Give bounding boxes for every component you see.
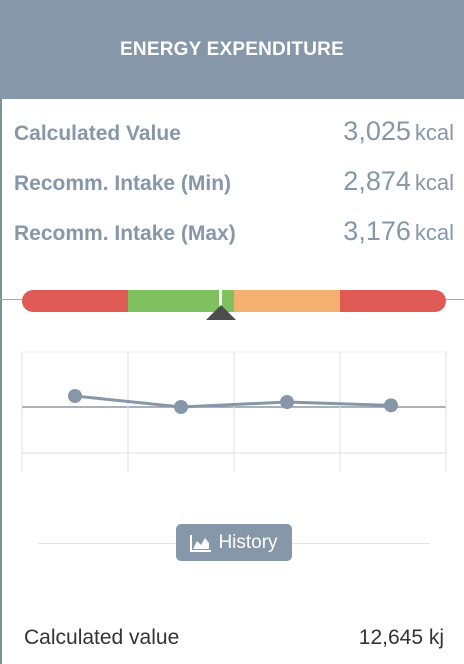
history-button[interactable]: History xyxy=(176,524,292,561)
metric-unit: kcal xyxy=(414,170,454,195)
metric-number: 2,874 xyxy=(343,166,411,196)
range-divider-left xyxy=(0,299,22,300)
chart-series-line xyxy=(74,394,392,409)
header-title: ENERGY EXPENDITURE xyxy=(120,38,344,60)
range-marker-arrow-icon xyxy=(206,305,236,320)
metric-row-min: Recomm. Intake (Min) 2,874 kcal xyxy=(14,166,454,202)
chart-data-point xyxy=(280,395,294,410)
metric-label: Calculated Value xyxy=(14,122,181,145)
metric-unit: kcal xyxy=(414,120,454,145)
range-segment-excess xyxy=(340,290,446,312)
footer-label: Calculated value xyxy=(24,626,180,649)
area-chart-icon xyxy=(190,534,212,552)
footer-value: 12,645 kj xyxy=(358,626,444,649)
metric-number: 3,025 xyxy=(343,116,411,146)
metric-value: 3,025 kcal xyxy=(343,116,454,147)
range-segment-high xyxy=(234,290,340,312)
metric-label: Recomm. Intake (Min) xyxy=(14,172,232,195)
metric-value: 2,874 kcal xyxy=(343,166,454,197)
metric-unit: kcal xyxy=(414,220,454,245)
range-segment-low xyxy=(22,290,128,312)
metric-number: 3,176 xyxy=(343,216,411,246)
left-border xyxy=(0,0,2,664)
trend-chart xyxy=(21,351,447,472)
metric-row-calculated: Calculated Value 3,025 kcal xyxy=(14,116,454,152)
chart-data-point xyxy=(174,400,188,414)
history-label: History xyxy=(218,531,278,553)
range-marker-line xyxy=(219,289,222,307)
range-divider-right xyxy=(446,299,464,300)
range-bar xyxy=(22,290,446,312)
metric-value: 3,176 kcal xyxy=(343,216,454,247)
header: ENERGY EXPENDITURE xyxy=(0,0,464,99)
chart-data-point xyxy=(68,389,82,403)
footer-row: Calculated value 12,645 kj xyxy=(24,626,444,654)
metric-label: Recomm. Intake (Max) xyxy=(14,222,236,245)
metric-row-max: Recomm. Intake (Max) 3,176 kcal xyxy=(14,216,454,252)
chart-data-point xyxy=(384,398,398,413)
